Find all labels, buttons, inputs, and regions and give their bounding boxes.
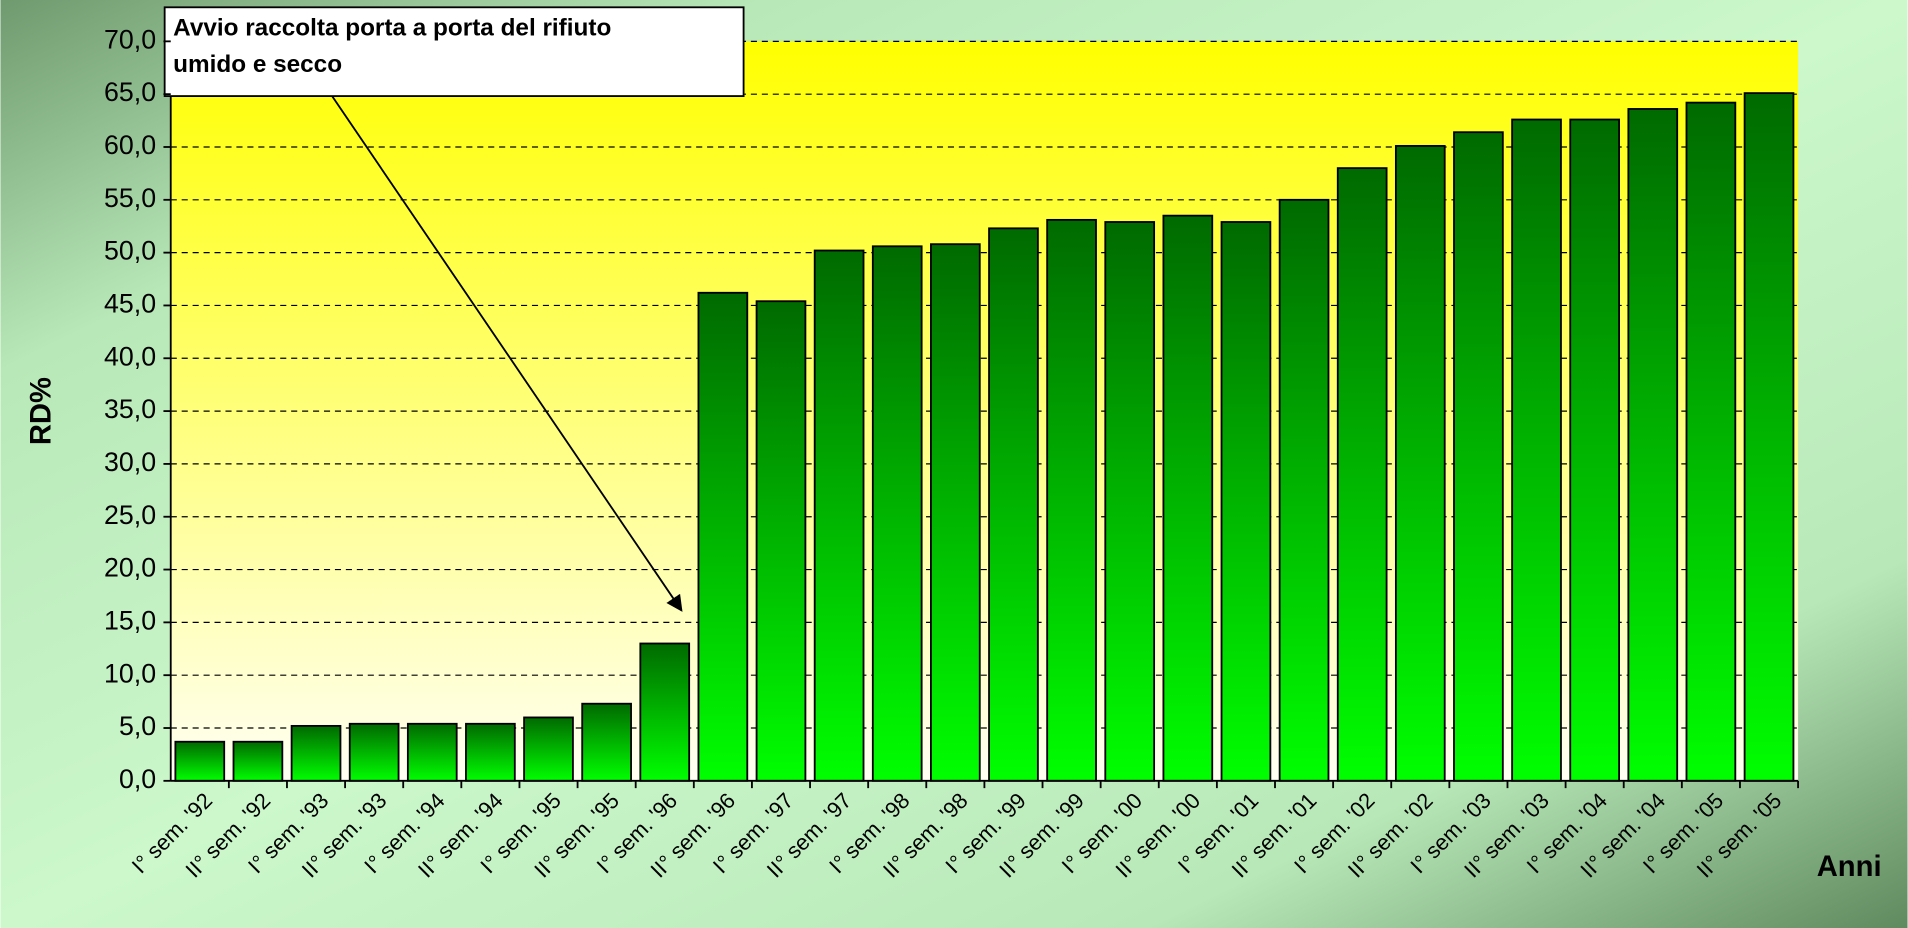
bar	[639, 642, 691, 782]
bar	[1627, 108, 1679, 782]
bar	[1046, 218, 1097, 782]
bar	[1511, 118, 1562, 782]
bar	[697, 291, 749, 782]
bar	[232, 740, 284, 782]
annotation-arrow	[330, 94, 683, 612]
bar	[1104, 221, 1156, 782]
y-tick-label: 60,0	[104, 130, 156, 160]
bar	[1220, 221, 1272, 782]
y-axis-title: RD%	[26, 377, 58, 445]
x-axis-title: Anni	[1817, 851, 1882, 883]
bar	[1685, 101, 1737, 782]
bar	[1162, 214, 1214, 782]
y-tick-label: 25,0	[104, 500, 156, 530]
y-tick-label: 35,0	[104, 394, 156, 424]
bar	[1453, 131, 1504, 782]
y-tick-label: 15,0	[104, 605, 156, 635]
bar	[348, 722, 400, 782]
bar	[581, 702, 632, 782]
bar	[1743, 92, 1795, 782]
y-tick-label: 70,0	[104, 24, 156, 54]
y-tick-label: 55,0	[104, 183, 156, 213]
y-tick-label: 40,0	[104, 341, 156, 371]
y-tick-label: 45,0	[104, 289, 156, 319]
bar	[465, 722, 516, 782]
bar	[174, 740, 226, 782]
y-tick-label: 20,0	[104, 553, 156, 583]
bar	[1336, 167, 1388, 782]
bar	[755, 300, 807, 782]
bar	[406, 722, 458, 782]
y-tick-label: 30,0	[104, 447, 156, 477]
bar	[871, 245, 923, 782]
y-tick-label: 10,0	[104, 658, 156, 688]
bar	[988, 227, 1039, 782]
annotation-line: Avvio raccolta porta a porta del rifiuto	[173, 15, 611, 42]
bar	[813, 249, 865, 782]
bar	[930, 243, 981, 782]
bar	[290, 724, 342, 782]
annotation-box	[163, 6, 745, 97]
bar	[1569, 118, 1620, 782]
y-tick-label: 50,0	[104, 236, 156, 266]
y-tick-label: 65,0	[104, 77, 156, 107]
bar	[1394, 145, 1446, 782]
annotation-line: umido e secco	[173, 51, 342, 78]
bar	[523, 716, 574, 782]
y-tick-label: 5,0	[119, 711, 156, 741]
bar	[1278, 198, 1330, 782]
y-tick-label: 0,0	[119, 764, 156, 794]
